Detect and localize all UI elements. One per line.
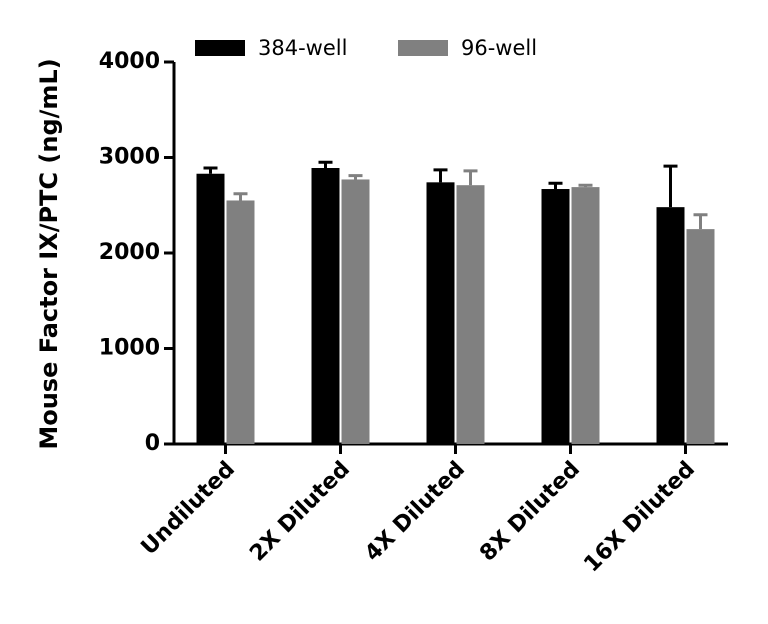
error-bar	[463, 169, 478, 186]
legend-label: 96-well	[461, 36, 537, 60]
legend-swatch	[398, 40, 448, 56]
error-bar	[433, 168, 448, 183]
legend-label: 384-well	[258, 36, 347, 60]
error-bar	[318, 160, 333, 169]
error-bar	[203, 166, 218, 174]
x-tick-label: 4X Diluted	[360, 457, 470, 567]
bar	[196, 173, 225, 445]
y-tick-label: 4000	[99, 49, 160, 74]
bar	[656, 207, 685, 444]
error-bar	[548, 181, 563, 190]
error-bar	[233, 192, 248, 201]
x-tick-label: 2X Diluted	[245, 457, 355, 567]
error-bar	[348, 174, 363, 180]
y-axis-label: Mouse Factor IX/PTC (ng/mL)	[35, 58, 63, 449]
error-bar	[578, 183, 593, 188]
legend-swatch	[195, 40, 245, 56]
y-tick-label: 2000	[99, 240, 160, 265]
bar	[456, 185, 485, 444]
x-tick-label: 16X Diluted	[579, 457, 700, 578]
bar	[311, 168, 340, 444]
bar	[541, 189, 570, 444]
x-tick-label: Undiluted	[137, 457, 240, 560]
error-bar	[693, 213, 708, 230]
error-bar	[663, 164, 678, 208]
y-tick-label: 3000	[99, 145, 160, 170]
y-tick-label: 0	[145, 431, 160, 456]
bar	[226, 200, 255, 444]
bar	[686, 229, 715, 444]
y-tick-label: 1000	[99, 336, 160, 361]
x-tick-label: 8X Diluted	[475, 457, 585, 567]
bar	[571, 187, 600, 445]
bar	[426, 182, 455, 444]
bar	[341, 179, 370, 444]
